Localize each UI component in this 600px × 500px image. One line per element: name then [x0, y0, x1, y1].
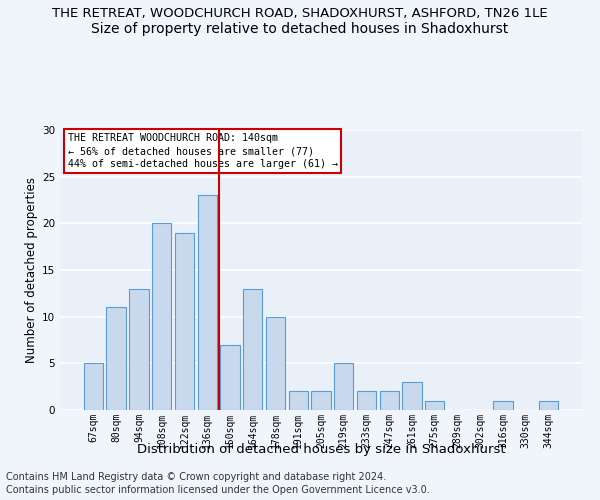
- Bar: [289, 392, 308, 410]
- Bar: [197, 196, 217, 410]
- Bar: [243, 288, 262, 410]
- Bar: [266, 316, 285, 410]
- Bar: [425, 400, 445, 410]
- Y-axis label: Number of detached properties: Number of detached properties: [25, 177, 38, 363]
- Bar: [493, 400, 513, 410]
- Text: Contains public sector information licensed under the Open Government Licence v3: Contains public sector information licen…: [6, 485, 430, 495]
- Bar: [175, 232, 194, 410]
- Bar: [403, 382, 422, 410]
- Bar: [380, 392, 399, 410]
- Text: THE RETREAT WOODCHURCH ROAD: 140sqm
← 56% of detached houses are smaller (77)
44: THE RETREAT WOODCHURCH ROAD: 140sqm ← 56…: [68, 133, 338, 169]
- Bar: [539, 400, 558, 410]
- Bar: [334, 364, 353, 410]
- Bar: [152, 224, 172, 410]
- Bar: [84, 364, 103, 410]
- Text: THE RETREAT, WOODCHURCH ROAD, SHADOXHURST, ASHFORD, TN26 1LE: THE RETREAT, WOODCHURCH ROAD, SHADOXHURS…: [52, 8, 548, 20]
- Bar: [357, 392, 376, 410]
- Bar: [220, 344, 239, 410]
- Text: Size of property relative to detached houses in Shadoxhurst: Size of property relative to detached ho…: [91, 22, 509, 36]
- Text: Contains HM Land Registry data © Crown copyright and database right 2024.: Contains HM Land Registry data © Crown c…: [6, 472, 386, 482]
- Bar: [129, 288, 149, 410]
- Bar: [106, 308, 126, 410]
- Text: Distribution of detached houses by size in Shadoxhurst: Distribution of detached houses by size …: [137, 442, 505, 456]
- Bar: [311, 392, 331, 410]
